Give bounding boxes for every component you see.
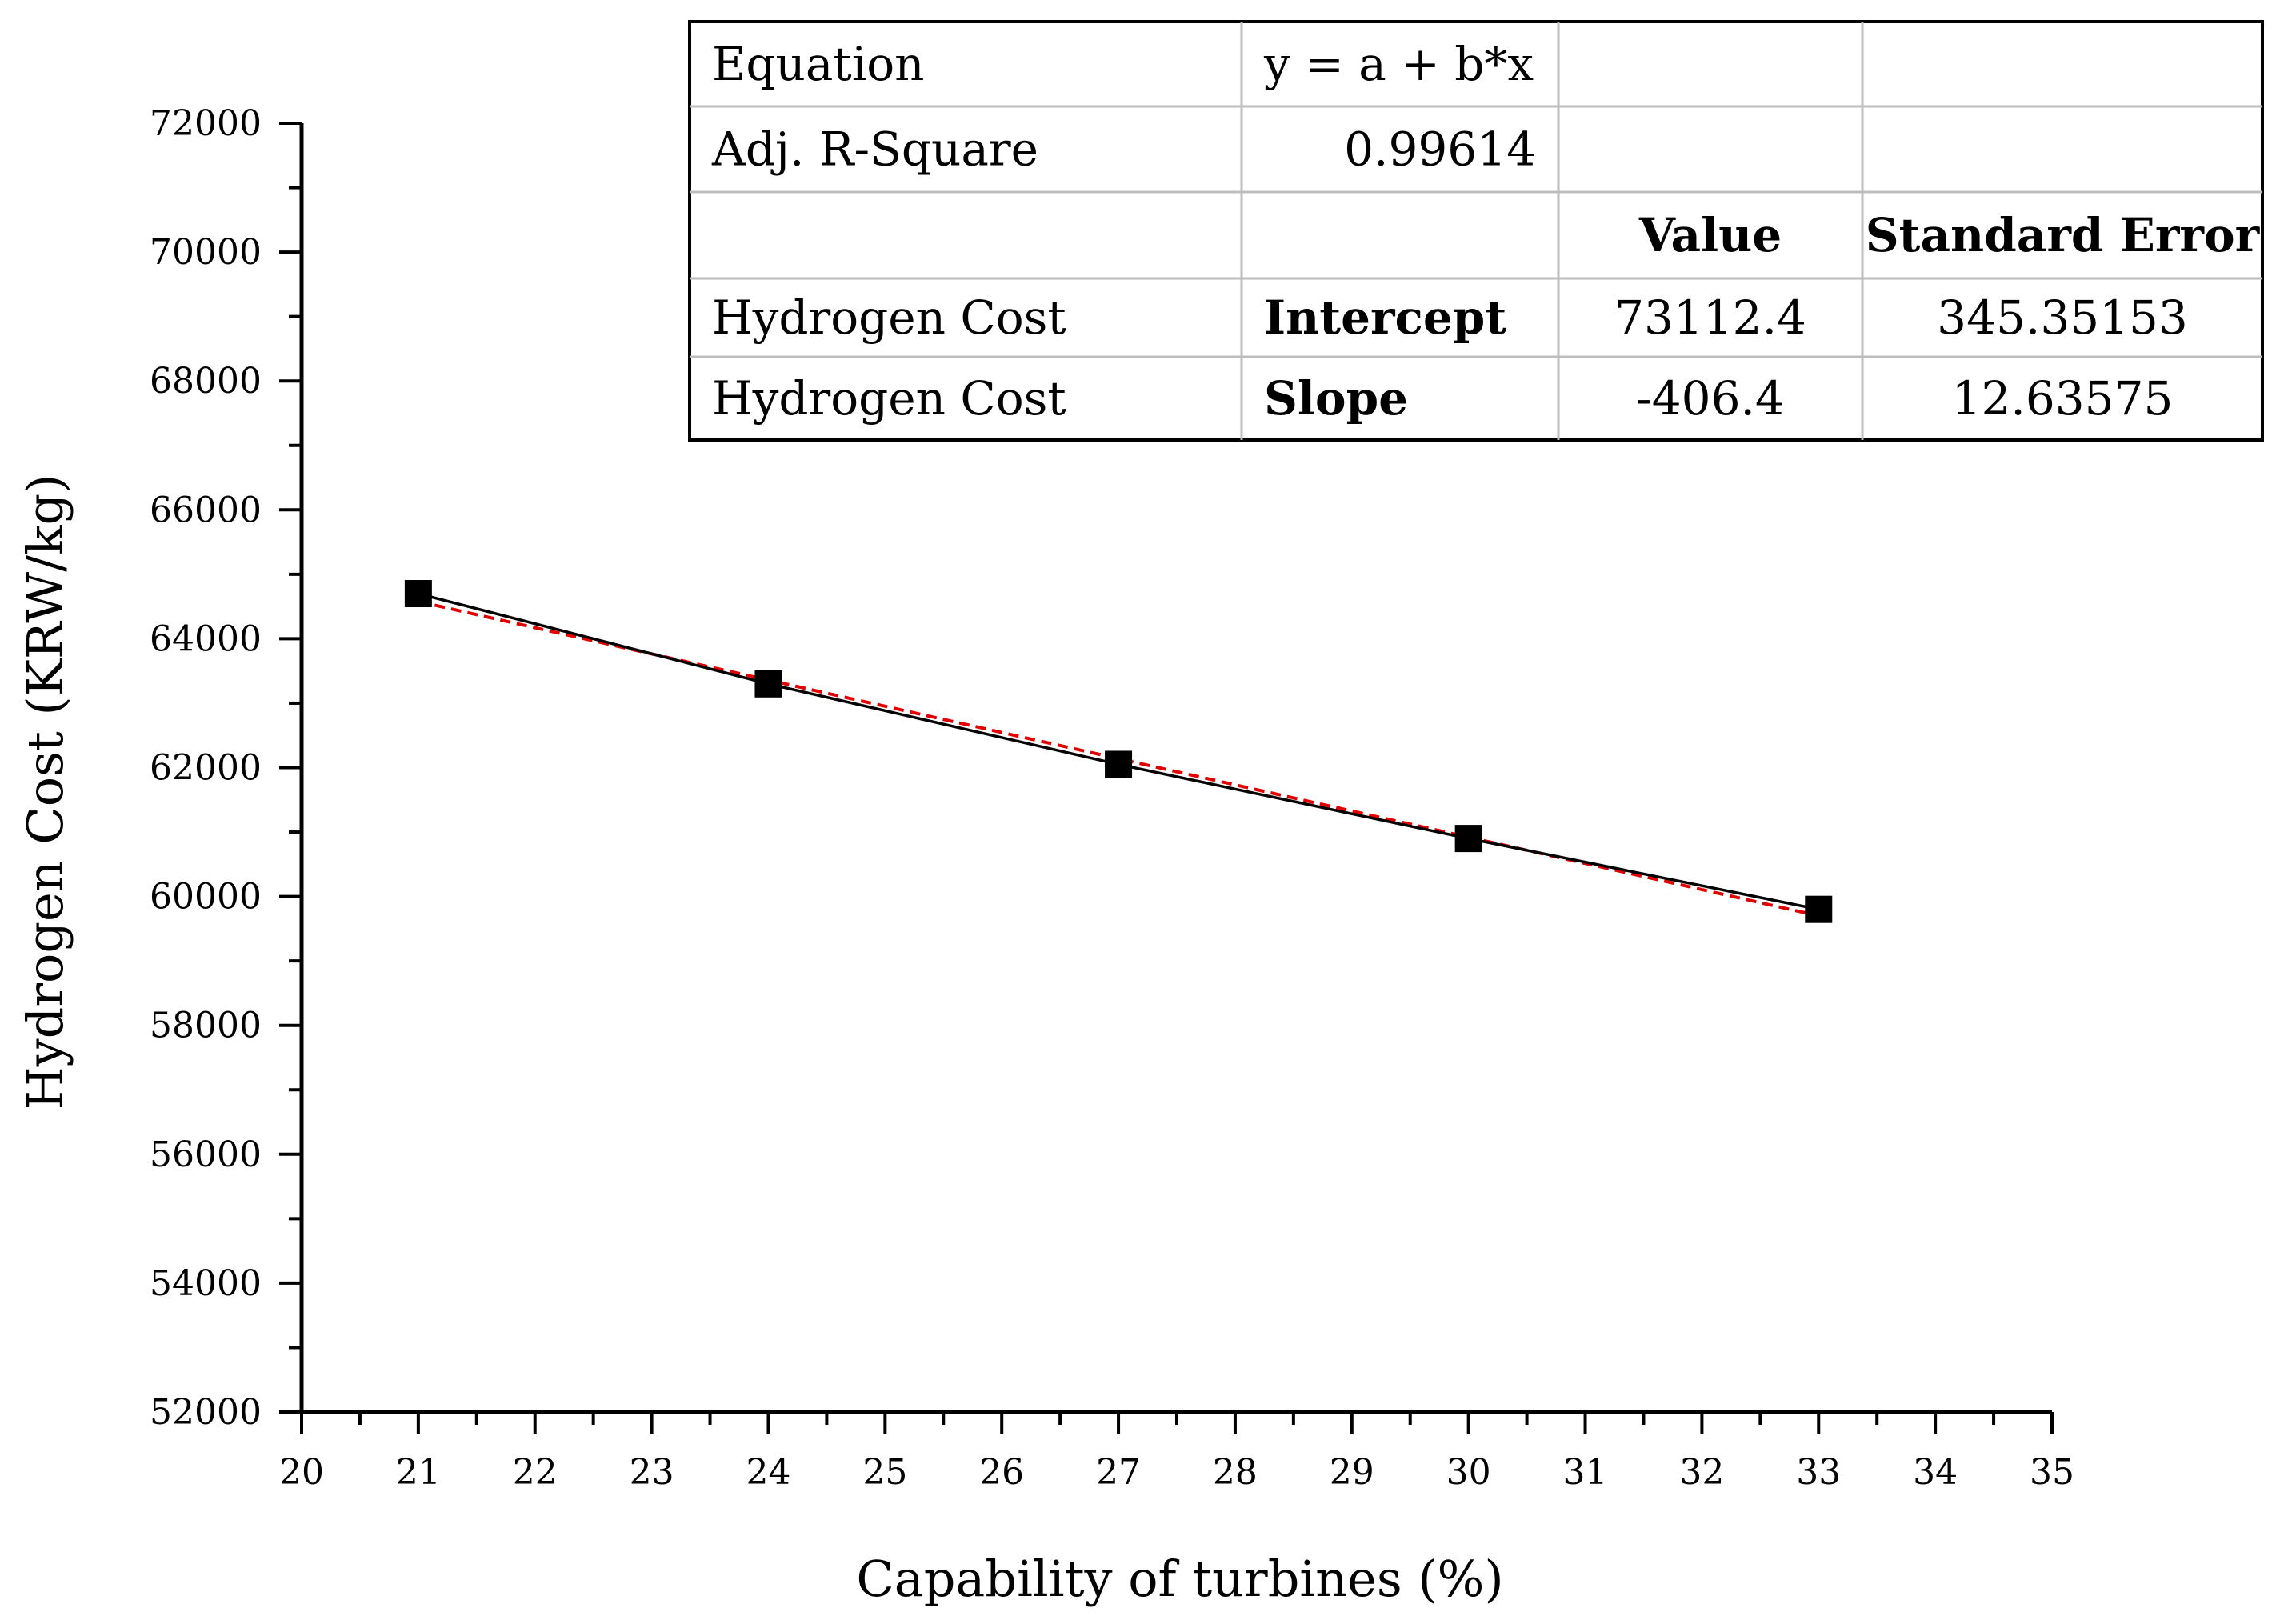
- x-tick-label: 29: [1330, 1452, 1374, 1493]
- table-cell: Intercept: [1264, 290, 1506, 345]
- table-cell: y = a + b*x: [1263, 37, 1534, 91]
- table-border: [688, 20, 2264, 442]
- table-cell: Adj. R-Square: [711, 122, 1038, 177]
- data-point: [1105, 750, 1133, 778]
- y-tick-label: 64000: [150, 618, 262, 659]
- x-tick-label: 35: [2030, 1452, 2074, 1493]
- table-cell: 12.63575: [1952, 371, 2174, 426]
- table-cell: Equation: [712, 37, 925, 91]
- x-tick-label: 23: [630, 1452, 674, 1493]
- fit-results-table: Equation y = a + b*x Adj. R-Square 0.99614 V…: [688, 20, 2264, 442]
- x-tick-label: 27: [1096, 1452, 1141, 1493]
- x-tick-label: 21: [396, 1452, 441, 1493]
- data-point: [1805, 895, 1833, 923]
- x-tick-label: 32: [1679, 1452, 1724, 1493]
- x-tick-label: 33: [1796, 1452, 1841, 1493]
- table-cell: 345.35153: [1937, 290, 2188, 345]
- y-tick-label: 66000: [150, 490, 262, 530]
- data-point: [754, 670, 782, 698]
- x-tick-label: 28: [1213, 1452, 1258, 1493]
- y-tick-label: 56000: [150, 1134, 262, 1175]
- x-tick-label: 26: [979, 1452, 1024, 1493]
- y-tick-label: 70000: [150, 232, 262, 273]
- table-cell: 73112.4: [1614, 290, 1806, 345]
- x-axis-ticks: 20 21 22 23 24 25 26 27 28 29 30 31 32 33 34 35: [279, 1412, 2074, 1493]
- table-cell: Hydrogen Cost: [712, 290, 1066, 345]
- table-cell: Slope: [1264, 371, 1408, 426]
- y-axis-ticks: 52000 54000 56000 58000 60000 62000 64000 66000…: [150, 103, 302, 1433]
- x-tick-label: 34: [1913, 1452, 1958, 1493]
- data-point: [404, 580, 432, 608]
- plot-series: [404, 580, 1833, 923]
- x-axis-title: Capability of turbines (%): [856, 1550, 1503, 1608]
- table-cell: -406.4: [1636, 371, 1785, 426]
- table-cell: 0.99614: [1344, 122, 1536, 177]
- y-tick-label: 68000: [150, 361, 262, 402]
- x-tick-label: 20: [279, 1452, 324, 1493]
- table-cell: Value: [1638, 208, 1782, 262]
- x-tick-label: 25: [862, 1452, 907, 1493]
- table-cell: Hydrogen Cost: [712, 371, 1066, 426]
- y-tick-label: 60000: [150, 877, 262, 918]
- y-tick-label: 58000: [150, 1006, 262, 1046]
- x-tick-label: 31: [1563, 1452, 1608, 1493]
- x-tick-label: 30: [1446, 1452, 1491, 1493]
- table-cell: Standard Error: [1866, 208, 2261, 262]
- y-tick-label: 54000: [150, 1263, 262, 1304]
- y-tick-label: 52000: [150, 1392, 262, 1433]
- x-tick-label: 24: [746, 1452, 790, 1493]
- y-axis-title: Hydrogen Cost (KRW/kg): [16, 474, 74, 1110]
- x-tick-label: 22: [513, 1452, 558, 1493]
- y-tick-label: 72000: [150, 103, 262, 144]
- y-tick-label: 62000: [150, 748, 262, 789]
- data-point: [1454, 825, 1482, 853]
